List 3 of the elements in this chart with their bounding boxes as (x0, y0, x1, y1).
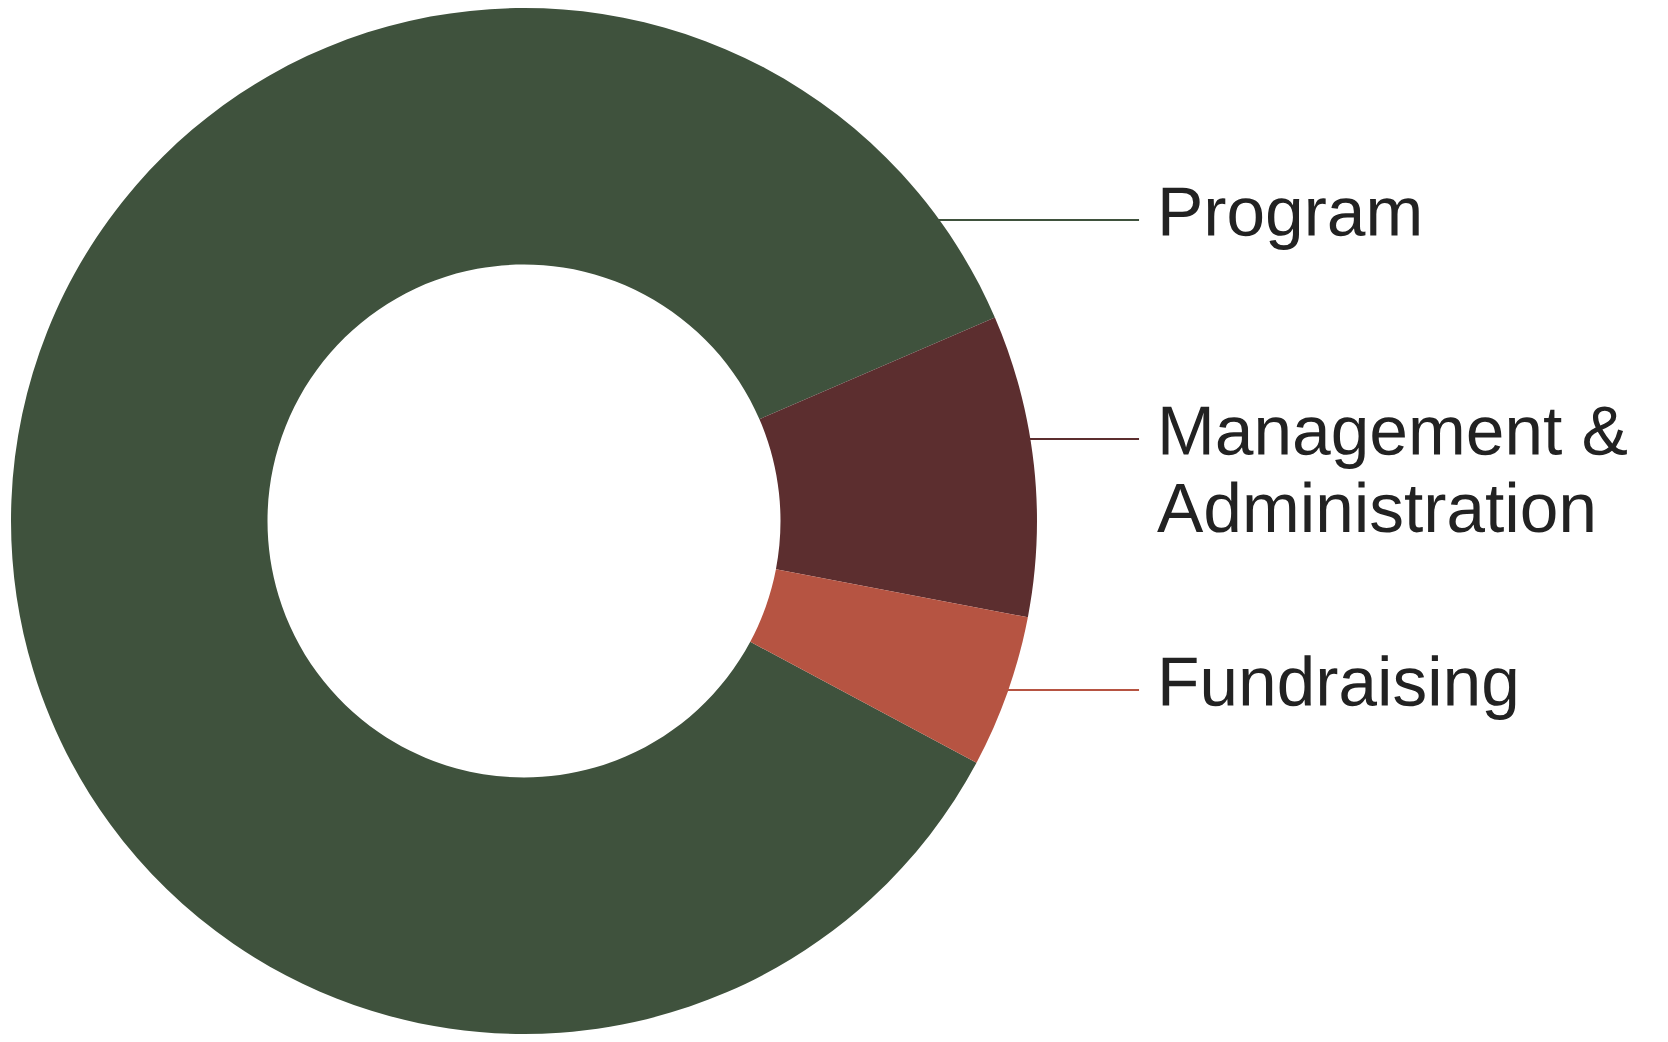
slice-label: Program (1162, 187, 1419, 250)
slice-label: Management & Administration (1157, 406, 1627, 533)
slice-label: Fundraising (1162, 655, 1516, 720)
